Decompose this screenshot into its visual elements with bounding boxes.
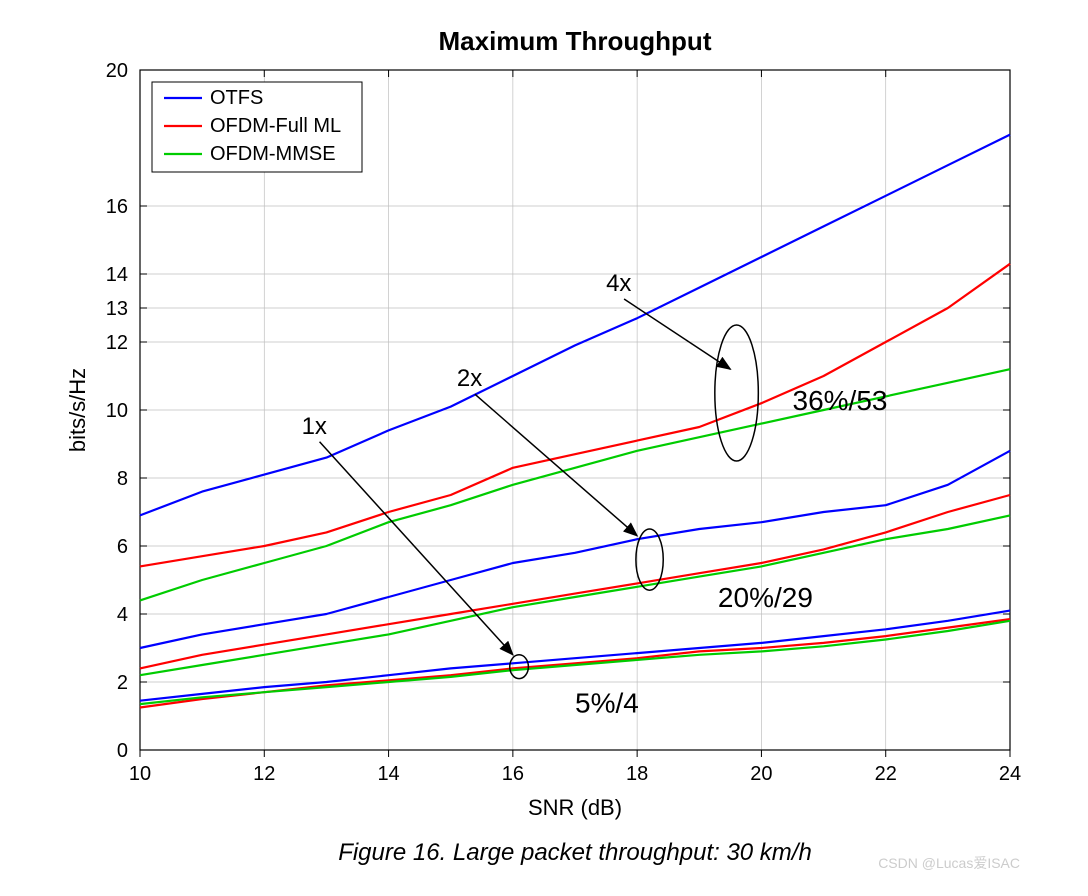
legend-label: OFDM-Full ML: [210, 115, 341, 137]
legend-label: OFDM-MMSE: [210, 143, 336, 165]
y-tick-label: 4: [117, 604, 128, 626]
percent-label: 36%/53: [793, 385, 888, 416]
chart-container: 101214161820222402468101213141620Maximum…: [50, 20, 1038, 840]
legend-label: OTFS: [210, 87, 263, 109]
x-tick-label: 24: [999, 763, 1021, 785]
y-tick-label: 13: [106, 298, 128, 320]
percent-label: 5%/4: [575, 688, 639, 719]
y-tick-label: 14: [106, 264, 128, 286]
x-tick-label: 20: [750, 763, 772, 785]
x-tick-label: 22: [875, 763, 897, 785]
chart-title: Maximum Throughput: [439, 26, 712, 56]
x-tick-label: 10: [129, 763, 151, 785]
x-axis-label: SNR (dB): [528, 795, 622, 820]
y-tick-label: 16: [106, 196, 128, 218]
annotation-label: 4x: [606, 270, 631, 297]
annotation-label: 2x: [457, 365, 482, 392]
y-tick-label: 10: [106, 400, 128, 422]
y-tick-label: 12: [106, 332, 128, 354]
y-tick-label: 20: [106, 60, 128, 82]
percent-label: 20%/29: [718, 582, 813, 613]
x-tick-label: 16: [502, 763, 524, 785]
x-tick-label: 14: [377, 763, 399, 785]
watermark-text: CSDN @Lucas爱ISAC: [878, 855, 1020, 871]
figure-caption: Figure 16. Large packet throughput: 30 k…: [338, 839, 812, 866]
throughput-chart: 101214161820222402468101213141620Maximum…: [50, 20, 1038, 880]
y-tick-label: 6: [117, 536, 128, 558]
y-tick-label: 2: [117, 672, 128, 694]
y-tick-label: 0: [117, 740, 128, 762]
y-tick-label: 8: [117, 468, 128, 490]
x-tick-label: 18: [626, 763, 648, 785]
y-axis-label: bits/s/Hz: [65, 368, 90, 452]
annotation-label: 1x: [302, 413, 327, 440]
x-tick-label: 12: [253, 763, 275, 785]
